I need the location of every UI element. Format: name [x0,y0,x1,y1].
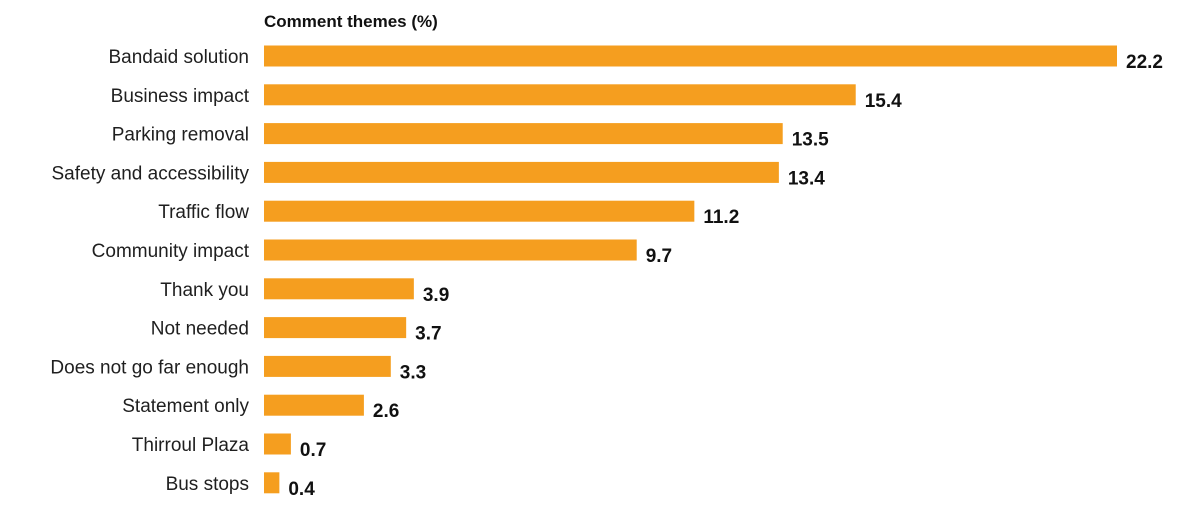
category-label: Safety and accessibility [52,163,250,184]
bar [264,161,779,183]
value-label: 3.9 [423,285,449,306]
category-label: Bus stops [166,474,249,495]
bar [264,123,783,145]
value-label: 13.5 [792,130,829,151]
bar [264,317,407,339]
value-label: 0.7 [300,440,326,461]
value-label: 9.7 [646,246,672,267]
value-label: 3.7 [415,324,441,345]
bar [264,394,364,416]
value-label: 3.3 [400,362,426,383]
bar [264,433,291,455]
category-label: Thirroul Plaza [132,435,250,456]
category-label: Statement only [122,396,249,417]
category-label: Business impact [111,86,250,107]
category-label: Not needed [151,319,249,340]
bar [264,45,1117,67]
value-label: 2.6 [373,401,399,422]
bar [264,278,414,300]
bar [264,84,856,106]
value-label: 0.4 [288,479,315,500]
bar [264,200,695,222]
chart-title: Comment themes (%) [264,12,438,31]
bar [264,472,280,494]
value-label: 13.4 [788,168,825,189]
value-label: 15.4 [865,91,902,112]
value-label: 22.2 [1126,52,1163,73]
bars-group: Bandaid solution 22.2 Business impact 15.4 P… [50,45,1163,500]
category-label: Traffic flow [158,202,249,223]
bar [264,239,637,261]
category-label: Bandaid solution [109,47,250,68]
value-label: 11.2 [703,207,739,228]
category-label: Does not go far enough [50,357,249,378]
bar [264,355,391,377]
category-label: Thank you [160,280,249,301]
category-label: Parking removal [112,125,249,146]
category-label: Community impact [92,241,250,262]
